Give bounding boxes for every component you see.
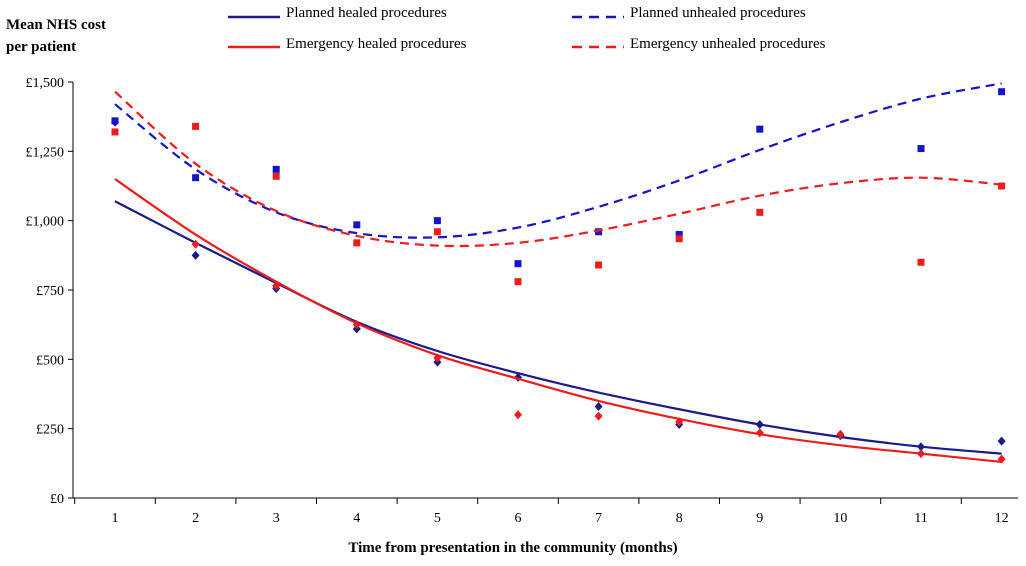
series-planned-healed-procedures xyxy=(111,117,1006,455)
data-point-emergency-healed-procedures xyxy=(191,239,200,249)
x-tick-label: 7 xyxy=(595,511,602,526)
data-point-emergency-healed-procedures xyxy=(997,454,1006,464)
data-point-emergency-unhealed-procedures xyxy=(514,278,522,286)
data-point-emergency-healed-procedures xyxy=(433,353,442,363)
data-point-emergency-healed-procedures xyxy=(675,417,684,427)
y-axis-title: Mean NHS cost per patient xyxy=(6,17,106,55)
data-point-planned-healed-procedures xyxy=(755,420,764,430)
data-point-emergency-healed-procedures xyxy=(917,449,925,459)
data-point-planned-healed-procedures xyxy=(594,401,603,411)
y-tick-label: £250 xyxy=(36,423,64,438)
data-point-planned-unhealed-procedures xyxy=(917,145,925,153)
data-point-emergency-healed-procedures xyxy=(352,320,361,330)
legend-label-planned-healed: Planned healed procedures xyxy=(286,5,447,21)
y-tick-label: £1,250 xyxy=(26,145,65,160)
x-tick-label: 11 xyxy=(914,511,927,526)
data-point-planned-unhealed-procedures xyxy=(192,174,200,182)
data-point-planned-healed-procedures xyxy=(997,436,1006,446)
data-point-emergency-healed-procedures xyxy=(272,281,281,291)
y-tick-label: £0 xyxy=(50,492,64,507)
x-tick-label: 2 xyxy=(192,511,199,526)
x-tick-label: 9 xyxy=(756,511,763,526)
data-point-emergency-unhealed-procedures xyxy=(756,208,764,216)
data-point-planned-unhealed-procedures xyxy=(675,231,683,239)
data-point-planned-unhealed-procedures xyxy=(756,125,764,133)
y-tick-label: £1,500 xyxy=(26,76,65,91)
x-tick-label: 6 xyxy=(515,511,522,526)
data-point-emergency-unhealed-procedures xyxy=(353,239,361,247)
trend-line-emergency-healed-procedures xyxy=(114,178,1002,464)
y-tick-label: £750 xyxy=(36,284,64,299)
data-point-emergency-unhealed-procedures xyxy=(595,261,603,269)
legend-label-planned-unhealed: Planned unhealed procedures xyxy=(630,5,806,21)
data-point-planned-unhealed-procedures xyxy=(514,260,522,268)
data-point-planned-unhealed-procedures xyxy=(111,117,119,125)
trend-line-emergency-unhealed-procedures xyxy=(114,90,1002,248)
x-tick-label: 1 xyxy=(112,511,119,526)
legend-label-emergency-unhealed: Emergency unhealed procedures xyxy=(630,36,826,52)
x-tick-label: 12 xyxy=(995,511,1009,526)
data-point-planned-unhealed-procedures xyxy=(433,217,441,225)
data-point-planned-healed-procedures xyxy=(917,442,925,452)
legend-label-emergency-healed: Emergency healed procedures xyxy=(286,36,467,52)
trend-line-planned-healed-procedures xyxy=(114,200,1002,455)
data-point-emergency-unhealed-procedures xyxy=(917,258,925,266)
data-point-emergency-unhealed-procedures xyxy=(192,122,200,130)
data-point-emergency-healed-procedures xyxy=(755,428,764,438)
data-point-emergency-healed-procedures xyxy=(594,411,603,421)
series-planned-unhealed-procedures xyxy=(111,82,1006,268)
data-point-planned-unhealed-procedures xyxy=(272,165,280,173)
series-emergency-healed-procedures xyxy=(114,178,1006,464)
data-point-emergency-unhealed-procedures xyxy=(272,172,280,180)
y-tick-label: £500 xyxy=(36,353,64,368)
trend-line-planned-unhealed-procedures xyxy=(114,82,1002,239)
data-point-emergency-unhealed-procedures xyxy=(998,182,1006,190)
x-tick-label: 10 xyxy=(833,511,847,526)
data-point-planned-unhealed-procedures xyxy=(595,228,603,236)
data-point-planned-unhealed-procedures xyxy=(998,88,1006,96)
data-point-emergency-healed-procedures xyxy=(836,429,845,439)
x-tick-label: 5 xyxy=(434,511,441,526)
data-point-planned-unhealed-procedures xyxy=(353,221,361,229)
legend-lines xyxy=(228,15,624,49)
x-tick-label: 8 xyxy=(676,511,683,526)
data-point-planned-healed-procedures xyxy=(191,250,200,260)
data-point-emergency-unhealed-procedures xyxy=(111,128,119,136)
x-axis-title: Time from presentation in the community … xyxy=(348,540,678,556)
data-point-emergency-unhealed-procedures xyxy=(433,228,441,236)
series-layer xyxy=(111,82,1006,464)
data-point-emergency-unhealed-procedures xyxy=(675,235,683,243)
data-point-emergency-healed-procedures xyxy=(514,410,522,420)
y-tick-label: £1,000 xyxy=(26,215,65,230)
x-tick-label: 4 xyxy=(353,511,360,526)
series-emergency-unhealed-procedures xyxy=(111,90,1006,286)
x-tick-label: 3 xyxy=(273,511,280,526)
